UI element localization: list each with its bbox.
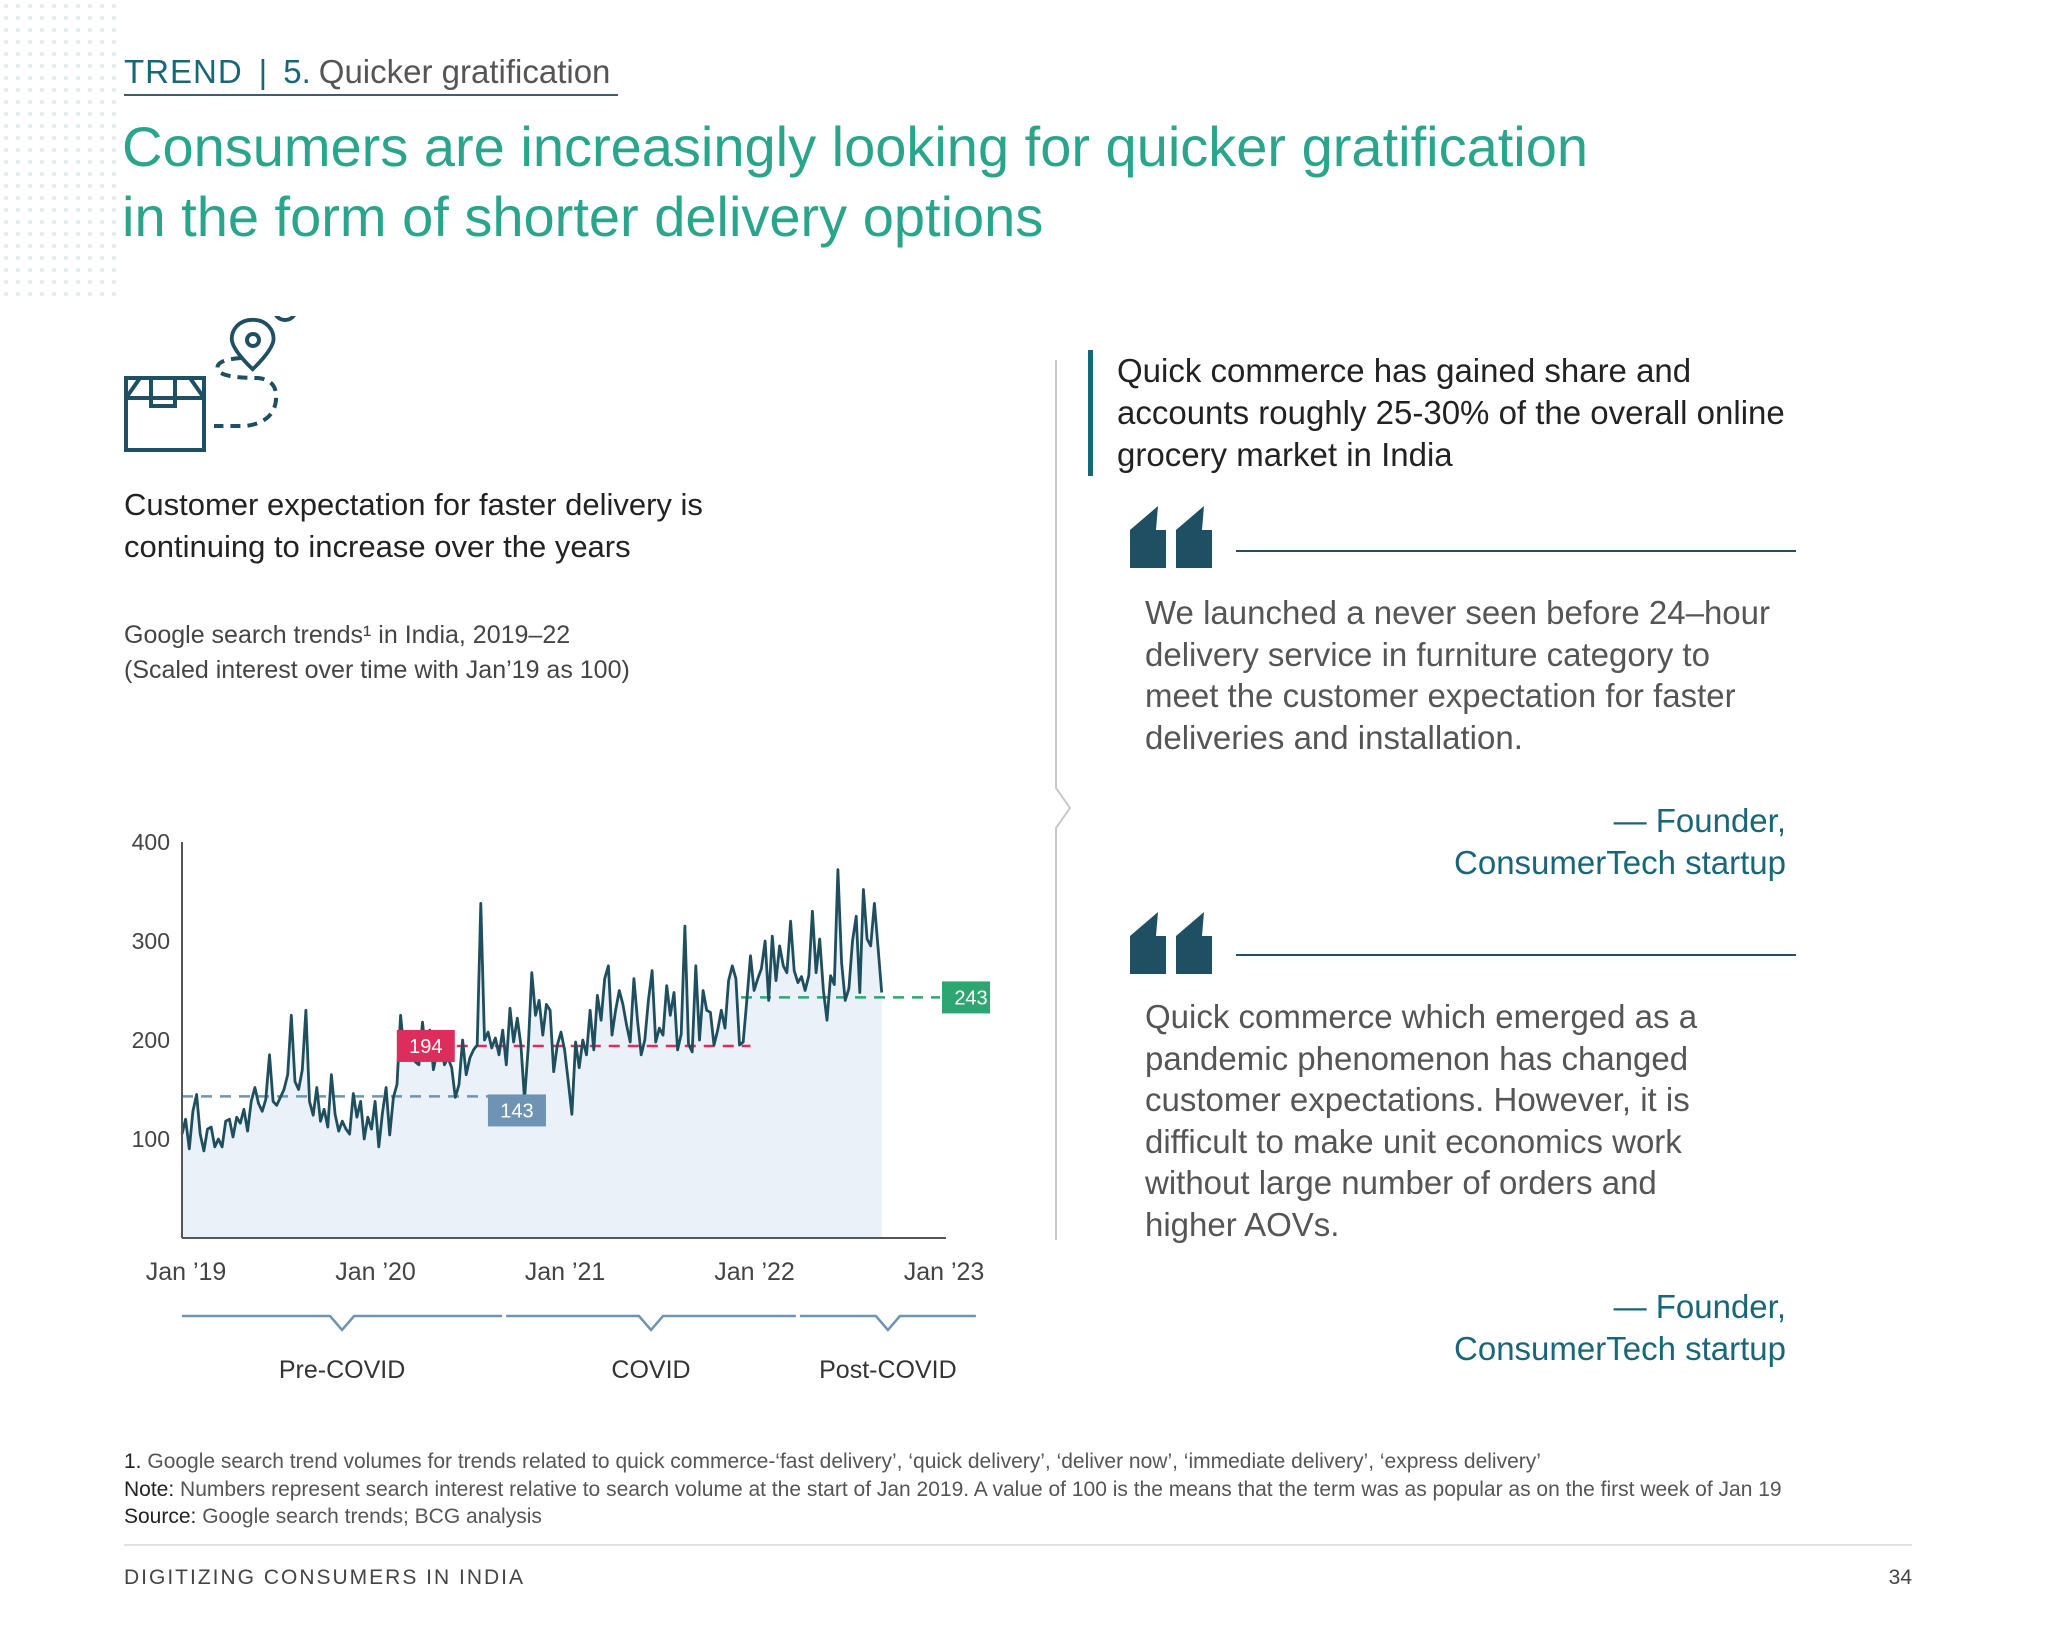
attribution-line: — Founder, bbox=[1613, 802, 1786, 839]
value-tag-box bbox=[942, 981, 990, 1014]
footnote-marker: 1. bbox=[124, 1450, 142, 1473]
key-stat-line: accounts roughly 25-30% of the overall o… bbox=[1117, 394, 1785, 431]
quote-text: We launched a never seen before 24–hour … bbox=[1145, 592, 1785, 758]
series-line bbox=[180, 868, 884, 1153]
quote-line: higher AOVs. bbox=[1145, 1205, 1340, 1243]
trend-label: TREND bbox=[124, 53, 243, 90]
key-stat: Quick commerce has gained share and acco… bbox=[1088, 350, 1848, 476]
quote-attribution: — Founder, ConsumerTech startup bbox=[1286, 800, 1786, 884]
quote-rule bbox=[1236, 550, 1796, 552]
x-tick-label: Jan ’21 bbox=[525, 1258, 606, 1286]
phase-label: Pre-COVID bbox=[279, 1356, 405, 1384]
value-tag-143: 143 bbox=[500, 1100, 533, 1122]
quote-line: Quick commerce which emerged as a bbox=[1145, 998, 1698, 1035]
note-text: Numbers represent search interest relati… bbox=[180, 1477, 1782, 1501]
value-tag-243: 243 bbox=[954, 987, 987, 1009]
quote-mark-icon bbox=[1130, 912, 1212, 974]
quote-line: delivery service in furniture category t… bbox=[1145, 635, 1710, 673]
quote-line: meet the customer expectation for faster bbox=[1145, 677, 1736, 714]
value-tag-box bbox=[487, 1094, 546, 1127]
quote-attribution: — Founder, ConsumerTech startup bbox=[1286, 1286, 1786, 1370]
quote-text: Quick commerce which emerged as a pandem… bbox=[1145, 996, 1785, 1245]
series-area bbox=[182, 869, 882, 1238]
note: Note: Numbers represent search interest … bbox=[124, 1476, 1924, 1504]
attribution-line: ConsumerTech startup bbox=[1454, 1330, 1786, 1367]
chart-subtitle-line: (Scaled interest over time with Jan’19 a… bbox=[124, 656, 630, 684]
phase-bracket bbox=[799, 1314, 976, 1332]
attribution-line: ConsumerTech startup bbox=[1454, 844, 1786, 881]
quote-line: without large number of orders and bbox=[1145, 1164, 1657, 1201]
quote-line: difficult to make unit economics work bbox=[1145, 1122, 1682, 1160]
key-stat-line: Quick commerce has gained share and bbox=[1117, 352, 1692, 389]
left-heading: Customer expectation for faster delivery… bbox=[124, 484, 844, 568]
attribution-line: — Founder, bbox=[1613, 1288, 1786, 1325]
dot-pattern bbox=[0, 0, 120, 300]
quote-rule bbox=[1236, 954, 1796, 956]
x-tick-label: Jan ’20 bbox=[335, 1258, 416, 1286]
source-marker: Source: bbox=[124, 1505, 197, 1528]
x-tick-label: Jan ’23 bbox=[904, 1258, 985, 1286]
value-tag-194: 194 bbox=[409, 1036, 442, 1058]
chart-title: Google search trends¹ in India, 2019–22 … bbox=[124, 618, 844, 688]
y-tick-label: 200 bbox=[132, 1027, 170, 1053]
page-number: 34 bbox=[1888, 1566, 1912, 1589]
y-tick-label: 100 bbox=[132, 1126, 170, 1152]
x-tick-label: Jan ’22 bbox=[714, 1258, 795, 1286]
quote-mark-icon bbox=[1130, 506, 1212, 568]
section-kicker: TREND | 5. Quicker gratification bbox=[124, 50, 618, 96]
vertical-divider bbox=[1055, 360, 1072, 1240]
left-heading-line: Customer expectation for faster delivery… bbox=[124, 487, 703, 522]
phase-bracket bbox=[182, 1314, 503, 1332]
left-heading-line: continuing to increase over the years bbox=[124, 529, 631, 564]
value-tag-box bbox=[396, 1029, 455, 1062]
page-title-line: in the form of shorter delivery options bbox=[122, 185, 1044, 248]
footnote-text: Google search trend volumes for trends r… bbox=[147, 1450, 1541, 1473]
page-title: Consumers are increasingly looking for q… bbox=[122, 112, 1722, 252]
page-title-line: Consumers are increasingly looking for q… bbox=[122, 115, 1589, 178]
source: Source: Google search trends; BCG analys… bbox=[124, 1503, 1924, 1531]
search-trend-chart: 100 200 300 400 Jan ’19 Jan ’20 Jan ’21 Jan ’22… bbox=[132, 829, 990, 1286]
quote-line: pandemic phenomenon has changed bbox=[1145, 1039, 1689, 1077]
covid-phase-brackets: Pre-COVID COVID Post-COVID bbox=[182, 1314, 976, 1384]
footnotes: 1. Google search trend volumes for trend… bbox=[124, 1448, 1924, 1531]
note-marker: Note: bbox=[124, 1477, 175, 1501]
delivery-box-route-icon bbox=[124, 316, 296, 452]
trend-number: 5. bbox=[283, 53, 311, 90]
chart-title-line: Google search trends¹ in India, 2019–22 bbox=[124, 621, 571, 649]
y-tick-label: 300 bbox=[132, 928, 170, 954]
phase-label: COVID bbox=[611, 1356, 690, 1384]
source-text: Google search trends; BCG analysis bbox=[202, 1505, 542, 1528]
trend-topic: Quicker gratification bbox=[318, 53, 611, 90]
quote-line: We launched a never seen before 24–hour bbox=[1145, 594, 1771, 631]
y-tick-label: 400 bbox=[132, 829, 170, 855]
key-stat-line: grocery market in India bbox=[1117, 436, 1453, 473]
phase-label: Post-COVID bbox=[819, 1356, 957, 1384]
footer-title: DIGITIZING CONSUMERS IN INDIA bbox=[124, 1566, 526, 1589]
footnote: 1. Google search trend volumes for trend… bbox=[124, 1448, 1924, 1476]
footer-divider bbox=[124, 1544, 1912, 1546]
kicker-separator: | bbox=[258, 53, 268, 90]
quote-line: deliveries and installation. bbox=[1145, 718, 1523, 756]
x-tick-label: Jan ’19 bbox=[146, 1258, 227, 1286]
quote-line: customer expectations. However, it is bbox=[1145, 1081, 1690, 1118]
phase-bracket bbox=[506, 1314, 796, 1332]
